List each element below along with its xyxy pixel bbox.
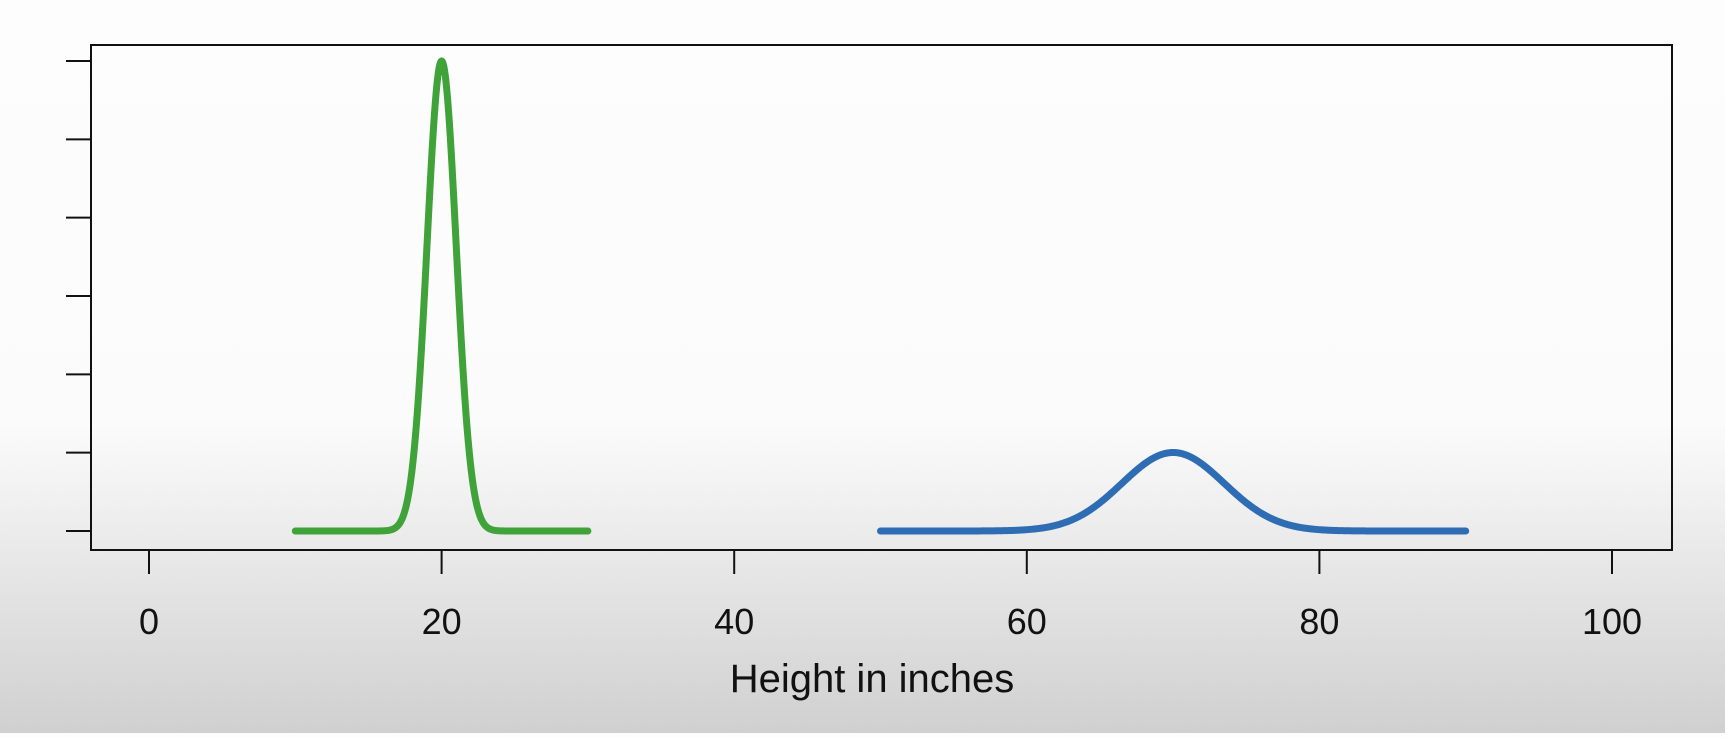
curves (291, 57, 1470, 535)
x-tick-label-0: 0 (139, 601, 159, 642)
x-tick-label-100: 100 (1582, 601, 1642, 642)
x-axis-label: Height in inches (730, 657, 1015, 701)
density-curve-2 (877, 449, 1470, 535)
x-tick-label-20: 20 (422, 601, 462, 642)
density-curve-1 (291, 57, 592, 535)
x-tick-label-60: 60 (1007, 601, 1047, 642)
x-tick-label-40: 40 (714, 601, 754, 642)
x-axis: 0 20 40 60 80 100 (139, 549, 1642, 642)
x-tick-label-80: 80 (1299, 601, 1339, 642)
plot-frame (90, 44, 1673, 551)
y-axis (66, 60, 91, 532)
